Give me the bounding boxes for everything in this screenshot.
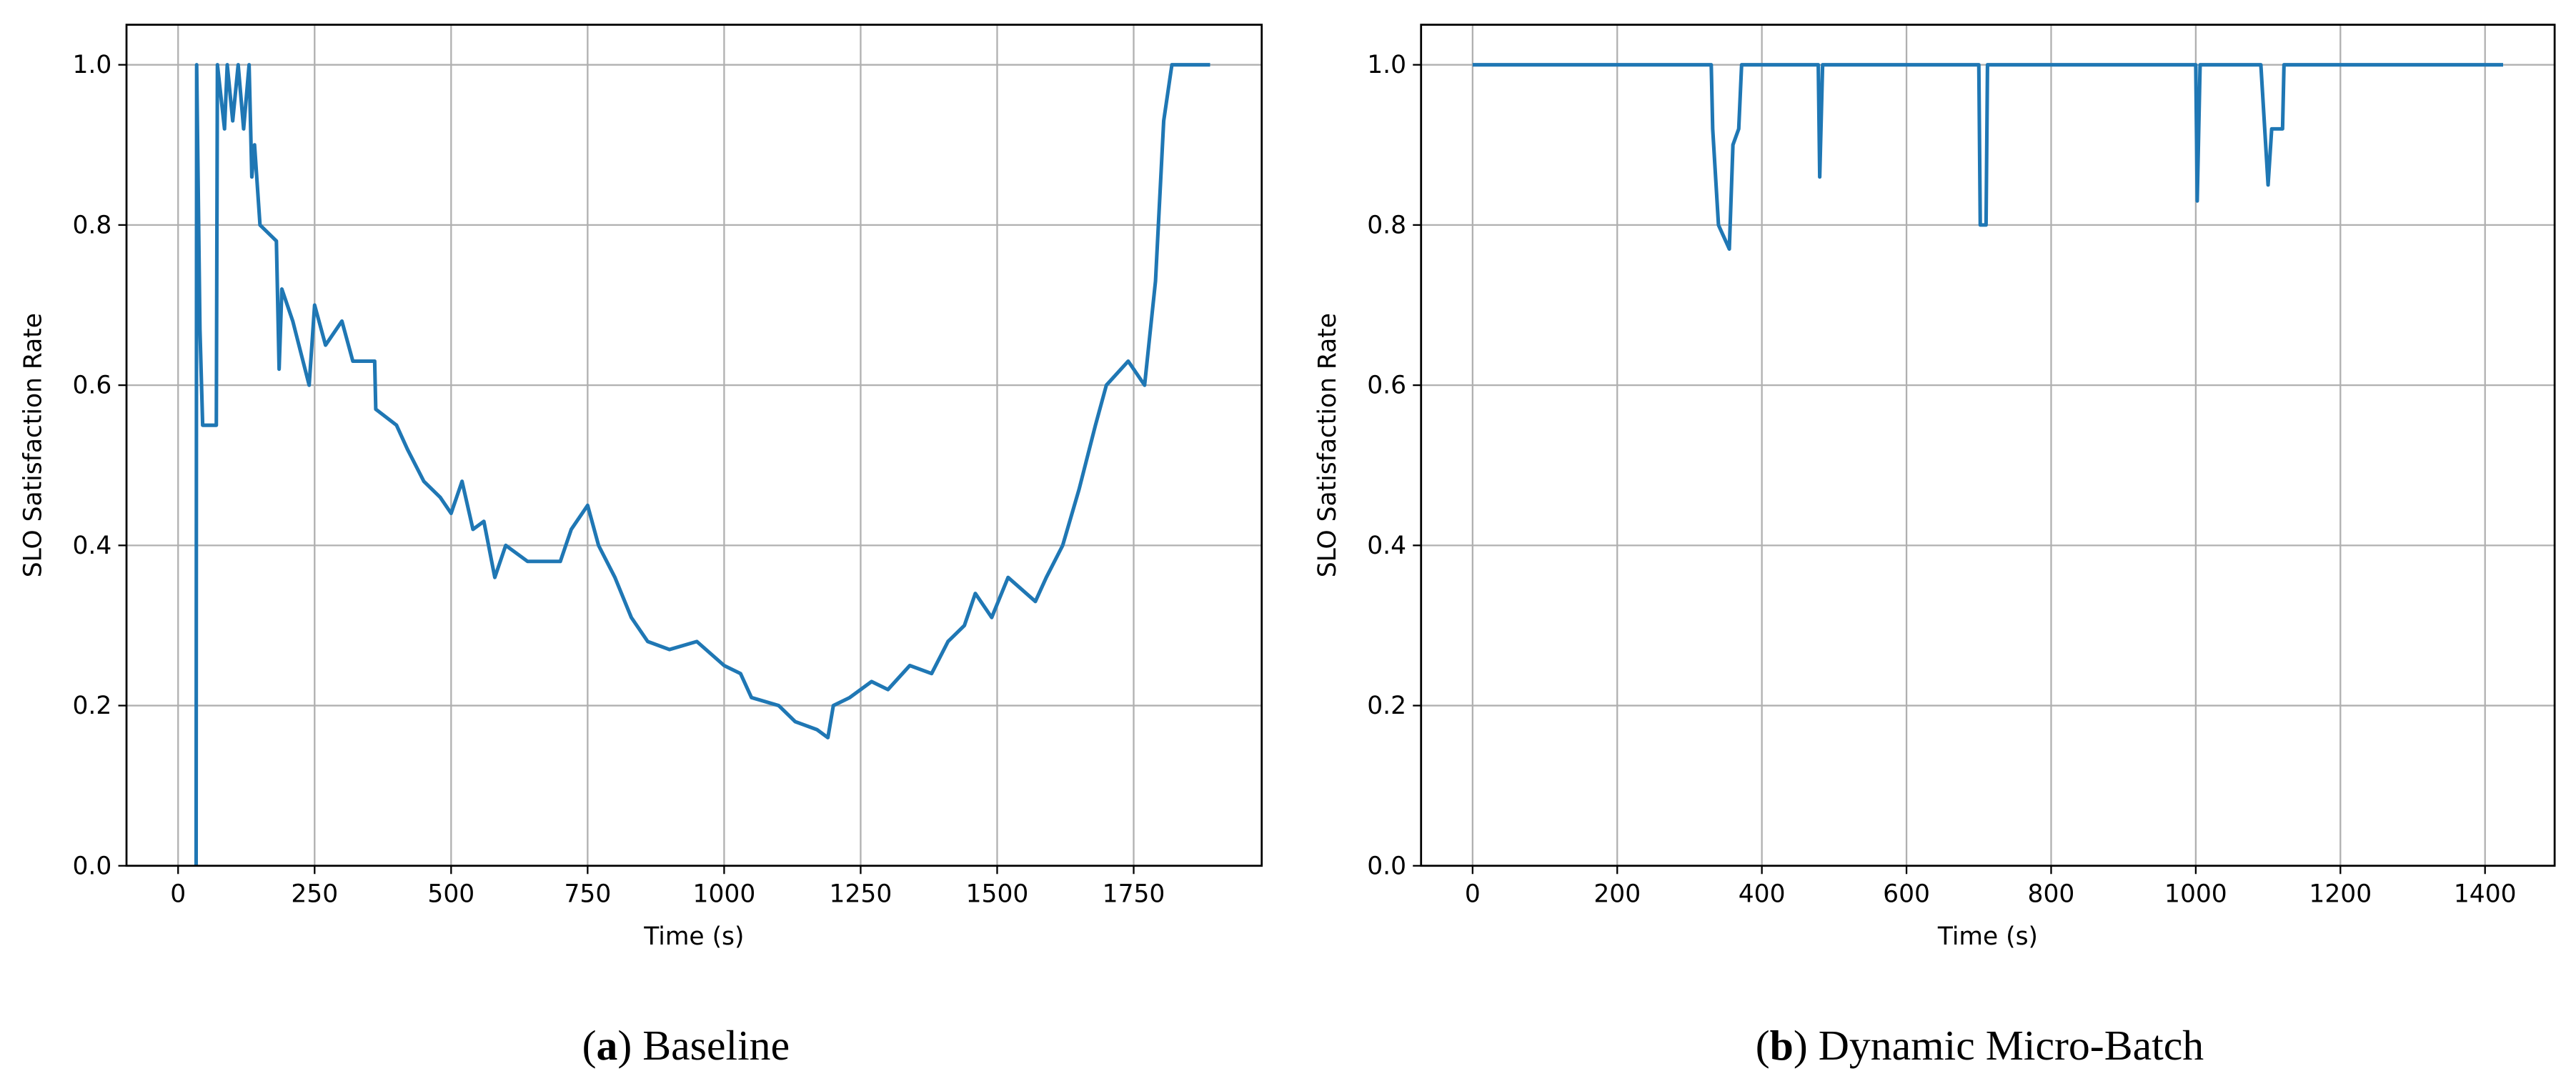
x-tick-label: 1500	[966, 880, 1029, 908]
caption-text: Baseline	[642, 1022, 790, 1069]
caption: (a) Baseline	[582, 1022, 790, 1069]
x-tick-label: 1250	[830, 880, 892, 908]
x-tick-label: 0	[170, 880, 186, 908]
y-tick-label: 0.2	[1367, 692, 1406, 720]
axes-frame	[125, 24, 1263, 867]
y-tick-label: 1.0	[1367, 51, 1406, 79]
y-tick-label: 0.8	[1367, 211, 1406, 239]
x-tick-label: 1200	[2309, 880, 2372, 908]
x-axis-label: Time (s)	[643, 922, 744, 951]
y-axis-label: SLO Satisfaction Rate	[1313, 313, 1342, 577]
x-tick-label: 1400	[2454, 880, 2517, 908]
x-tick-label: 1750	[1103, 880, 1165, 908]
y-tick-label: 0.0	[73, 852, 112, 880]
x-tick-label: 0	[1465, 880, 1481, 908]
caption: (b) Dynamic Micro-Batch	[1756, 1022, 2204, 1069]
y-tick-label: 0.4	[73, 532, 112, 560]
y-tick-label: 0.0	[1367, 852, 1406, 880]
x-axis-label: Time (s)	[1937, 922, 2038, 951]
y-axis-label: SLO Satisfaction Rate	[19, 313, 47, 577]
x-tick-label: 1000	[2164, 880, 2227, 908]
x-tick-label: 750	[564, 880, 611, 908]
x-tick-label: 800	[2028, 880, 2075, 908]
x-tick-label: 250	[291, 880, 338, 908]
x-tick-label: 1000	[693, 880, 756, 908]
x-tick-label: 400	[1739, 880, 1786, 908]
x-tick-label: 500	[427, 880, 474, 908]
subplot: 0 250 500 750 1000 1250 1500 1750 0.0 0.2 0.4 0.6 0.…	[19, 24, 1263, 1069]
subplot: 0 200 400 600 800 1000 1200 1400 0.0 0.2 0.4 0.6 0.8…	[1313, 24, 2556, 1069]
y-tick-label: 1.0	[73, 51, 112, 79]
caption-label: a	[597, 1022, 618, 1069]
x-tick-label: 600	[1883, 880, 1930, 908]
x-tick-label: 200	[1593, 880, 1641, 908]
y-tick-label: 0.8	[73, 211, 112, 239]
y-tick-label: 0.6	[73, 372, 112, 400]
y-tick-label: 0.6	[1367, 372, 1406, 400]
data-line	[194, 63, 1210, 866]
axes-frame	[1420, 24, 2556, 867]
y-tick-label: 0.4	[1367, 532, 1406, 560]
caption-label: b	[1770, 1022, 1794, 1069]
caption-text: Dynamic Micro-Batch	[1819, 1022, 2204, 1069]
y-tick-label: 0.2	[73, 692, 112, 720]
data-line	[1472, 63, 2504, 251]
